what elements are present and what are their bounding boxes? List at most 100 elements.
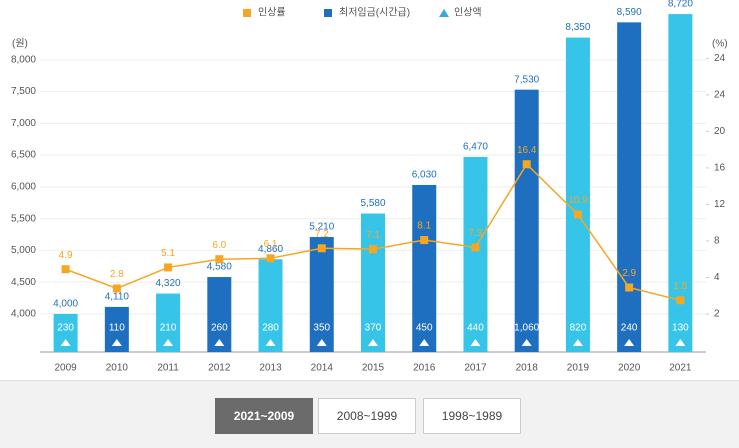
x-tick-label: 2020: [618, 363, 641, 374]
range-button[interactable]: 2021~2009: [215, 398, 313, 434]
y-tick-label: 4,500: [11, 277, 36, 288]
rate-label: 1.5: [673, 281, 687, 292]
rate-point: [61, 265, 70, 274]
bar: [309, 237, 334, 352]
increase-label: 230: [57, 323, 74, 334]
rate-point: [215, 255, 224, 264]
y2-tick-label: 24: [714, 89, 726, 100]
increase-label: 210: [160, 323, 177, 334]
rate-label: 8.1: [417, 221, 431, 232]
rate-label: 6.0: [212, 240, 226, 251]
bar: [565, 37, 590, 352]
x-tick-label: 2009: [54, 363, 77, 374]
bar: [463, 156, 488, 352]
increase-label: 820: [570, 323, 587, 334]
increase-marker: [265, 339, 276, 346]
increase-marker: [111, 339, 122, 346]
legend-swatch: [243, 9, 251, 17]
y-tick-label: 6,500: [11, 150, 36, 161]
increase-label: 280: [262, 323, 279, 334]
increase-marker: [572, 339, 583, 346]
increase-label: 110: [109, 323, 125, 334]
x-tick-label: 2019: [567, 363, 590, 374]
y-unit: (원): [12, 38, 28, 50]
bar-label: 6,470: [463, 142, 488, 153]
rate-label: 5.1: [161, 248, 175, 259]
increase-marker: [368, 339, 378, 346]
y2-tick-label: 8: [714, 236, 720, 247]
range-button[interactable]: 2008~1999: [318, 398, 416, 434]
bar-label: 4,000: [53, 299, 78, 310]
increase-marker: [214, 339, 225, 346]
y2-tick-label: 4: [714, 272, 720, 283]
increase-marker: [624, 339, 635, 346]
y-tick-label: 6,000: [11, 181, 36, 192]
legend-label: 인상률: [258, 7, 286, 19]
rate-label: 2.9: [622, 268, 636, 279]
rate-point: [369, 245, 377, 254]
bar-label: 8,720: [668, 0, 693, 10]
bar-label: 4,320: [156, 278, 181, 289]
increase-label: 370: [365, 323, 382, 334]
bar-label: 4,110: [105, 292, 130, 303]
x-tick-label: 2021: [669, 363, 692, 374]
bar-label: 5,210: [309, 222, 334, 233]
bar: [258, 259, 283, 352]
increase-label: 1,060: [514, 323, 539, 334]
x-tick-label: 2017: [464, 363, 487, 374]
y2-unit: (%): [712, 39, 728, 50]
rate-point: [522, 160, 531, 169]
y2-tick-label: 16: [714, 163, 726, 174]
rate-point: [112, 284, 121, 293]
increase-marker: [163, 339, 174, 346]
rate-label: 7.2: [315, 229, 329, 240]
range-button[interactable]: 1998~1989: [423, 398, 521, 434]
x-tick-label: 2010: [106, 363, 129, 374]
x-tick-label: 2018: [516, 363, 539, 374]
increase-label: 240: [621, 323, 638, 334]
bar-label: 8,590: [617, 7, 642, 18]
y-tick-label: 7,000: [11, 118, 36, 129]
rate-point: [471, 243, 480, 252]
rate-label: 7.3: [469, 228, 483, 239]
increase-marker: [60, 339, 71, 346]
bar: [514, 89, 539, 352]
bar-label: 8,350: [565, 22, 590, 33]
y2-tick-label: 2: [714, 309, 720, 320]
increase-marker: [316, 339, 327, 346]
bar: [361, 213, 385, 352]
y-tick-label: 7,500: [11, 86, 36, 97]
range-panel: 2021~2009 2008~1999 1998~1989: [0, 380, 739, 448]
increase-label: 450: [416, 323, 433, 334]
legend-swatch: [324, 9, 332, 17]
x-tick-label: 2011: [157, 363, 179, 374]
rate-point: [164, 263, 173, 272]
bar-label: 4,860: [258, 244, 283, 255]
bar-label: 7,530: [514, 74, 539, 85]
increase-label: 260: [211, 323, 228, 334]
rate-label: 6.1: [264, 239, 278, 250]
bar: [412, 184, 437, 352]
rate-label: 7.1: [366, 230, 380, 241]
rate-label: 4.9: [59, 250, 73, 261]
x-tick-label: 2014: [311, 363, 334, 374]
legend-swatch: [439, 9, 449, 17]
rate-point: [625, 283, 634, 292]
y2-tick-label: 12: [714, 199, 726, 210]
rate-label: 2.8: [110, 269, 124, 280]
increase-marker: [675, 339, 686, 346]
rate-label: 10.9: [568, 195, 588, 206]
increase-marker: [419, 339, 430, 346]
increase-label: 440: [467, 323, 484, 334]
bar-label: 5,580: [360, 198, 385, 209]
increase-marker: [470, 339, 481, 346]
rate-point: [266, 254, 275, 263]
increase-marker: [521, 339, 532, 346]
y-tick-label: 5,500: [11, 213, 36, 224]
y-tick-label: 5,000: [11, 245, 36, 256]
rate-label: 16.4: [517, 145, 537, 156]
bar: [617, 22, 642, 352]
rate-point: [573, 210, 582, 219]
increase-label: 130: [672, 323, 689, 334]
